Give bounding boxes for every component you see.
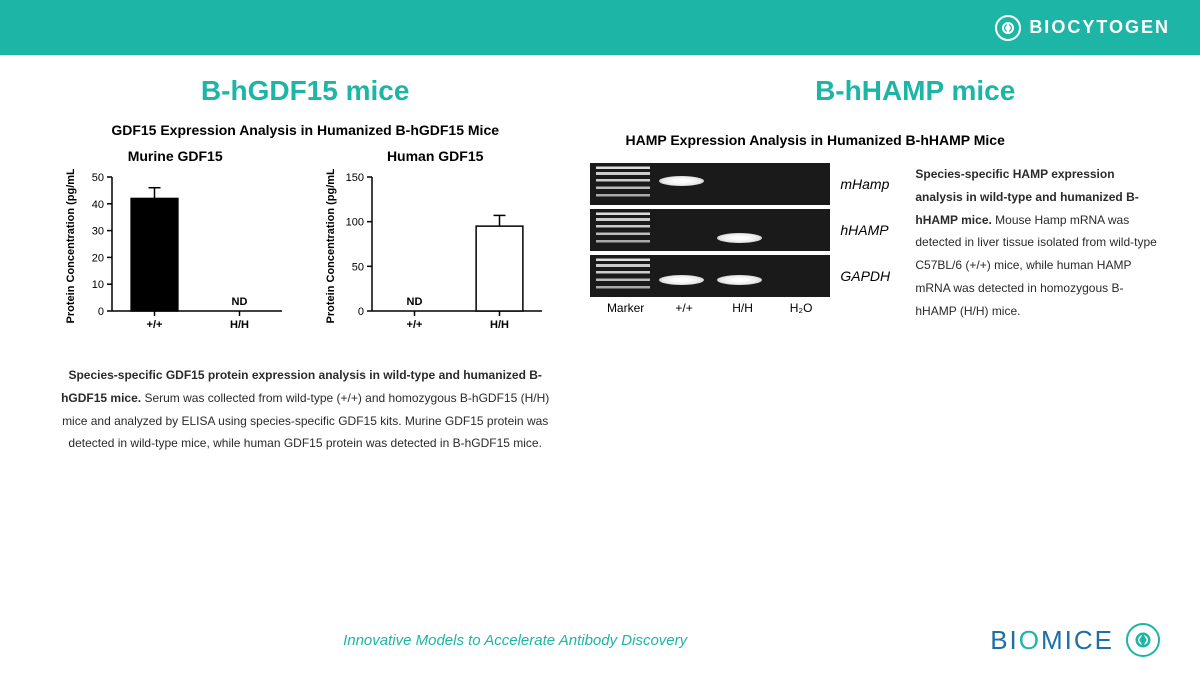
footer-logo-post: MICE (1041, 625, 1114, 655)
svg-text:+/+: +/+ (407, 319, 423, 331)
gel-lane (712, 163, 766, 205)
footer-logo: BIOMICE (990, 623, 1160, 657)
svg-text:ND: ND (407, 296, 423, 308)
gel-band (659, 176, 704, 186)
svg-text:100: 100 (346, 217, 364, 229)
lane-label: +/+ (655, 301, 714, 315)
content-area: B-hGDF15 mice GDF15 Expression Analysis … (0, 55, 1200, 455)
footer: Innovative Models to Accelerate Antibody… (0, 623, 1200, 657)
gel-lane (654, 209, 708, 251)
left-title: B-hGDF15 mice (40, 75, 570, 107)
right-chart-main-title: HAMP Expression Analysis in Humanized B-… (470, 132, 1160, 148)
svg-text:Protein Concentration (pg/mL): Protein Concentration (pg/mL) (65, 169, 77, 323)
gel-lane (770, 255, 824, 297)
gel-lane (770, 163, 824, 205)
lane-label: H₂O (772, 301, 831, 315)
gel-lane (596, 255, 650, 297)
gel-lane-set (590, 209, 830, 251)
chart1-svg: 0 10 20 30 40 50 +/+ ND H/H Protein Concentration… (60, 169, 290, 339)
lane-label: Marker (596, 301, 655, 315)
svg-text:30: 30 (92, 226, 104, 238)
svg-text:+/+: +/+ (147, 319, 163, 331)
svg-text:50: 50 (92, 172, 104, 184)
gel-band (717, 275, 762, 285)
gel-lane-set (590, 255, 830, 297)
svg-text:40: 40 (92, 199, 104, 211)
gel-row: GAPDH (590, 255, 900, 297)
gel-lane (712, 209, 766, 251)
svg-text:Protein Concentration (pg/mL): Protein Concentration (pg/mL) (325, 169, 337, 323)
right-panel: B-hHAMP mice HAMP Expression Analysis in… (590, 75, 1160, 455)
lane-label: H/H (713, 301, 772, 315)
gel-lane (770, 209, 824, 251)
charts-row: Murine GDF15 0 10 20 30 40 50 +/+ ND H/H Protein … (40, 148, 570, 344)
svg-text:20: 20 (92, 252, 104, 264)
svg-text:0: 0 (98, 306, 104, 318)
right-title: B-hHAMP mice (670, 75, 1160, 107)
gel-row: hHAMP (590, 209, 900, 251)
chart-murine: Murine GDF15 0 10 20 30 40 50 +/+ ND H/H Protein … (60, 148, 290, 344)
gel-row-label: mHamp (840, 176, 900, 192)
svg-text:H/H: H/H (230, 319, 249, 331)
right-body: mHamp hHAMP GAPDH Marker+/+H/HH₂O Species-… (590, 163, 1160, 323)
gel-band (659, 275, 704, 285)
chart1-title: Murine GDF15 (60, 148, 290, 164)
brand-logo: BIOCYTOGEN (995, 15, 1170, 41)
tagline: Innovative Models to Accelerate Antibody… (40, 632, 990, 649)
chart2-title: Human GDF15 (320, 148, 550, 164)
gel-band (717, 233, 762, 243)
gel-row: mHamp (590, 163, 900, 205)
footer-logo-pre: BI (990, 625, 1019, 655)
gel-lane-set (590, 163, 830, 205)
right-caption: Species-specific HAMP expression analysi… (915, 163, 1160, 323)
footer-logo-o: O (1019, 625, 1041, 655)
brand-text: BIOCYTOGEN (1029, 17, 1170, 38)
gel-lane (596, 163, 650, 205)
svg-text:0: 0 (358, 306, 364, 318)
gel-area: mHamp hHAMP GAPDH Marker+/+H/HH₂O (590, 163, 900, 315)
header-bar: BIOCYTOGEN (0, 0, 1200, 55)
left-caption: Species-specific GDF15 protein expressio… (40, 364, 570, 455)
gel-lane (654, 255, 708, 297)
gel-lane (654, 163, 708, 205)
right-caption-rest: Mouse Hamp mRNA was detected in liver ti… (915, 213, 1156, 318)
brand-icon (995, 15, 1021, 41)
svg-text:H/H: H/H (490, 319, 509, 331)
gel-lane (596, 209, 650, 251)
gel-row-label: hHAMP (840, 222, 900, 238)
svg-text:10: 10 (92, 279, 104, 291)
gel-row-label: GAPDH (840, 268, 900, 284)
footer-logo-icon (1126, 623, 1160, 657)
svg-text:ND: ND (232, 296, 248, 308)
svg-text:150: 150 (346, 172, 364, 184)
chart2-svg: 0 50 100 150 ND +/+ H/H Protein Concentration (… (320, 169, 550, 339)
chart-human: Human GDF15 0 50 100 150 ND +/+ H/H Protein Con… (320, 148, 550, 344)
svg-text:50: 50 (352, 261, 364, 273)
lane-labels: Marker+/+H/HH₂O (590, 301, 900, 315)
gel-lane (712, 255, 766, 297)
